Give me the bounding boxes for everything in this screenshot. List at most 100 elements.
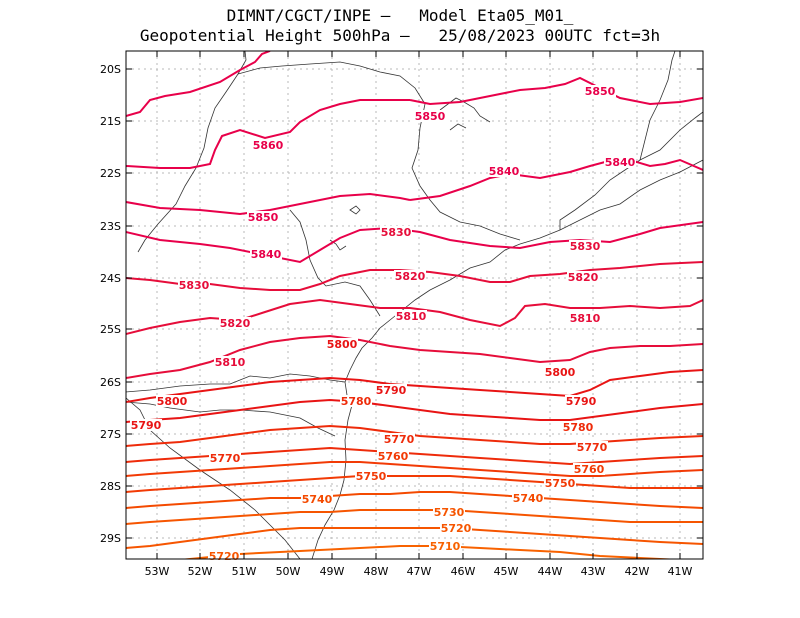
contour-label-bg [512,492,544,504]
contour-label: 5850 [415,110,446,123]
contour-label: 5750 [356,470,387,483]
axis-ticks: 53W 52W 51W 50W 49W 48W 47W 46W 45W 44W 43W 42W 41W 2… [100,51,703,578]
contour-label-bg [355,470,387,482]
contour-label-bg [576,441,608,453]
coastline-parana [344,159,703,383]
contour-label-bg [326,338,358,350]
lat-tick-label: 21S [100,115,121,128]
lon-tick-label: 44W [538,565,563,578]
contour-label: 5780 [563,421,594,434]
contour-label: 5830 [179,279,210,292]
state-border-prsp [289,209,381,317]
lat-tick-label: 26S [100,376,121,389]
lon-tick-label: 42W [625,565,650,578]
contour-5720 [126,527,703,549]
contour-5750 [126,475,703,493]
contour-label-bg [433,506,465,518]
contour-label: 5830 [381,226,412,239]
map-frame [125,50,704,560]
contour-label-bg [569,312,601,324]
lon-tick-label: 50W [276,565,301,578]
contour-label-bg [440,522,472,534]
island-coast-sp [349,205,361,215]
lon-tick-label: 48W [364,565,389,578]
contour-label: 5790 [376,384,407,397]
coastlines-and-borders [126,51,703,559]
contour-label-bg [250,248,282,260]
state-border-west [137,51,247,253]
contour-label: 5820 [395,270,426,283]
contour-label: 5800 [157,395,188,408]
contour-label: 5860 [253,139,284,152]
contour-label: 5850 [585,85,616,98]
contour-label: 5760 [378,450,409,463]
contour-label: 5770 [577,441,608,454]
contour-label-bg [377,450,409,462]
contour-label-bg [544,477,576,489]
geopotential-contours [126,51,703,559]
contour-label-bg [209,452,241,464]
contour-label: 5790 [131,419,162,432]
contour-label-bg [214,356,246,368]
lon-tick-label: 49W [320,565,345,578]
lon-tick-label: 47W [407,565,432,578]
contour-label: 5740 [513,492,544,505]
map-title-line2: Geopotential Height 500hPa – 25/08/2023 … [139,26,661,45]
lat-tick-label: 25S [100,323,121,336]
contour-label: 5810 [396,310,427,323]
contour-label: 5770 [384,433,415,446]
contour-label-bg [414,110,446,122]
contour-label-bg [488,165,520,177]
lat-tick-label: 23S [100,220,121,233]
contour-5730 [126,509,703,525]
lat-tick-label: 24S [100,272,121,285]
contour-label-bg [584,85,616,97]
contour-label: 5820 [568,271,599,284]
lon-tick-label: 51W [232,565,257,578]
lat-tick-label: 29S [100,532,121,545]
contour-label-bg [604,156,636,168]
lon-tick-label: 43W [581,565,606,578]
contour-5840-mid [126,221,703,264]
contour-label-bg [178,279,210,291]
lat-tick-label: 27S [100,428,121,441]
contour-label-bg [380,226,412,238]
contour-label-bg [567,271,599,283]
contour-label: 5710 [430,540,461,553]
lon-tick-label: 52W [188,565,213,578]
contour-5850-east [409,76,703,106]
contour-label-bg [565,395,597,407]
contour-label: 5840 [489,165,520,178]
contour-label-bg [569,240,601,252]
contour-5850-north [126,51,271,117]
contour-label-bg [544,366,576,378]
contour-label: 5810 [570,312,601,325]
contour-5760 [126,461,703,477]
contour-5850-mid [126,192,411,216]
contour-label-bg [252,139,284,151]
contour-label: 5800 [327,338,358,351]
state-border-prsc [126,373,346,393]
contour-label-bg [394,270,426,282]
graticule [126,51,703,559]
lon-tick-label: 46W [451,565,476,578]
contour-label-bg [156,395,188,407]
contour-label-bg [395,310,427,322]
contour-label-bg [375,384,407,396]
contour-label: 5830 [570,240,601,253]
lon-tick-label: 53W [145,565,170,578]
contour-5860 [126,99,410,169]
contour-label: 5730 [434,506,465,519]
contour-5840-ne [409,158,703,201]
contour-label: 5840 [605,156,636,169]
contour-label: 5790 [566,395,597,408]
contour-label: 5800 [545,366,576,379]
contour-label-bg [340,395,372,407]
contour-label-bg [301,493,333,505]
lat-tick-label: 28S [100,480,121,493]
coastline-es [639,51,676,161]
contour-label-bg [562,421,594,433]
contour-label: 5770 [210,452,241,465]
lon-tick-label: 41W [668,565,693,578]
